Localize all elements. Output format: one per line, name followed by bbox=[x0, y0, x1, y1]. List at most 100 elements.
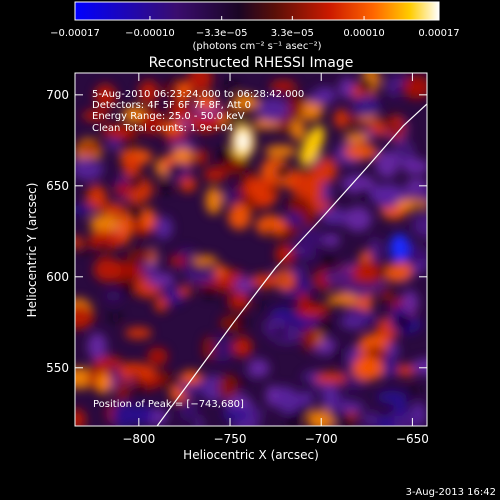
heatmap-blob bbox=[203, 167, 227, 182]
colorbar-tick-label: 0.00017 bbox=[418, 28, 459, 39]
heatmap-blob bbox=[217, 373, 239, 400]
heatmap-gap bbox=[265, 227, 275, 236]
heatmap-blob bbox=[314, 86, 337, 104]
heatmap-blob bbox=[222, 406, 250, 422]
heatmap-blob bbox=[265, 384, 279, 407]
annotation-time-range: 5-Aug-2010 06:23:24.000 to 06:28:42.000 bbox=[92, 89, 304, 100]
heatmap-gap bbox=[224, 81, 239, 90]
heatmap-blob bbox=[103, 202, 126, 217]
heatmap-image bbox=[75, 73, 427, 426]
heatmap-gap bbox=[189, 416, 197, 426]
colorbar-tick-label: −3.3e−05 bbox=[196, 28, 248, 39]
heatmap-blob bbox=[95, 109, 108, 121]
plot-frame bbox=[74, 72, 428, 427]
heatmap-blob bbox=[321, 381, 340, 410]
heatmap-gap bbox=[297, 405, 312, 415]
heatmap-gap bbox=[358, 188, 371, 202]
heatmap-blob bbox=[298, 99, 324, 121]
heatmap-blob bbox=[171, 147, 195, 162]
heatmap-blob bbox=[154, 296, 168, 313]
heatmap-blob bbox=[76, 142, 103, 153]
heatmap-blob bbox=[380, 261, 413, 283]
y-tick-label: 550 bbox=[46, 361, 69, 375]
heatmap-blob bbox=[179, 176, 197, 193]
heatmap-gap bbox=[257, 300, 265, 309]
heatmap-blob bbox=[297, 291, 311, 311]
heatmap-gap bbox=[398, 87, 407, 97]
heatmap-gap bbox=[302, 378, 312, 388]
heatmap-gap bbox=[386, 260, 399, 267]
heatmap-gap bbox=[165, 81, 179, 88]
heatmap-blob bbox=[232, 336, 253, 358]
heatmap-gap bbox=[409, 385, 418, 396]
heatmap-blob bbox=[169, 99, 191, 121]
heatmap-blob bbox=[221, 188, 242, 205]
x-tick-label: −650 bbox=[396, 432, 429, 446]
heatmap-blob bbox=[121, 154, 141, 178]
heatmap-gap bbox=[286, 412, 300, 426]
heatmap-blob bbox=[113, 182, 133, 197]
x-tick-label: −800 bbox=[122, 432, 155, 446]
heatmap-gap bbox=[240, 375, 251, 385]
heatmap-blob bbox=[301, 326, 319, 352]
heatmap-gap bbox=[395, 314, 411, 330]
heatmap-gap bbox=[332, 345, 342, 361]
heatmap-blob bbox=[323, 269, 355, 287]
y-tick-label: 600 bbox=[46, 270, 69, 284]
heatmap-blob bbox=[333, 108, 349, 129]
heatmap-gap bbox=[204, 285, 216, 299]
heatmap-gap bbox=[159, 181, 171, 193]
heatmap-blob bbox=[87, 332, 108, 360]
colorbar-tick-label: 3.3e−05 bbox=[271, 28, 314, 39]
heatmap-blob bbox=[344, 143, 378, 160]
heatmap-gap bbox=[323, 254, 335, 270]
heatmap-blob bbox=[290, 118, 305, 141]
chart-title: Reconstructed RHESSI Image bbox=[149, 55, 354, 71]
heatmap-blob bbox=[93, 257, 122, 282]
heatmap-blob bbox=[339, 401, 365, 413]
heatmap-gap bbox=[165, 377, 180, 387]
heatmap-gap bbox=[216, 148, 231, 165]
heatmap-blob bbox=[303, 177, 323, 204]
x-axis-label: Heliocentric X (arcsec) bbox=[183, 448, 319, 462]
heatmap-gap bbox=[120, 144, 135, 152]
heatmap-blob bbox=[75, 304, 95, 330]
heatmap-blob bbox=[344, 132, 369, 143]
colorbar-unit-label: (photons cm⁻² s⁻¹ asec⁻²) bbox=[192, 41, 321, 52]
heatmap-blob bbox=[411, 358, 427, 376]
heatmap-gap bbox=[383, 114, 390, 131]
heatmap-blob bbox=[95, 372, 111, 395]
y-axis-label: Heliocentric Y (arcsec) bbox=[25, 183, 39, 318]
heatmap-gap bbox=[228, 105, 237, 121]
heatmap-gap bbox=[223, 294, 231, 310]
heatmap-gap bbox=[324, 223, 341, 235]
heatmap-gap bbox=[299, 90, 308, 104]
colorbar-tick-label: −0.00017 bbox=[50, 28, 100, 39]
heatmap-blob bbox=[205, 186, 222, 215]
heatmap-blob bbox=[75, 204, 96, 215]
heatmap-blob bbox=[275, 391, 304, 414]
heatmap-blob bbox=[298, 207, 317, 227]
heatmap-blob bbox=[315, 371, 347, 385]
heatmap-blob bbox=[161, 121, 183, 135]
heatmap-blob bbox=[193, 255, 218, 266]
heatmap-gap bbox=[168, 164, 183, 176]
heatmap-blob bbox=[89, 214, 121, 234]
heatmap-gap bbox=[98, 246, 105, 259]
heatmap-blob bbox=[256, 97, 289, 122]
heatmap-blob bbox=[229, 291, 251, 311]
annotation-detectors: Detectors: 4F 5F 6F 7F 8F, Att 0 bbox=[92, 100, 251, 111]
heatmap-blob bbox=[126, 249, 158, 261]
heatmap-gap bbox=[240, 168, 253, 177]
heatmap-gap bbox=[136, 379, 145, 395]
heatmap-gap bbox=[337, 413, 352, 426]
y-tick-label: 650 bbox=[46, 179, 69, 193]
heatmap-blob bbox=[141, 264, 156, 275]
heatmap-blob bbox=[178, 285, 192, 297]
colorbar-ticks: −0.00017 −0.00010 −3.3e−05 3.3e−05 0.00010 0.… bbox=[50, 16, 460, 39]
heatmap-blob bbox=[322, 234, 341, 247]
heatmap-blob bbox=[86, 184, 108, 212]
heatmap-gap bbox=[130, 173, 143, 189]
heatmap-blob bbox=[94, 83, 117, 109]
